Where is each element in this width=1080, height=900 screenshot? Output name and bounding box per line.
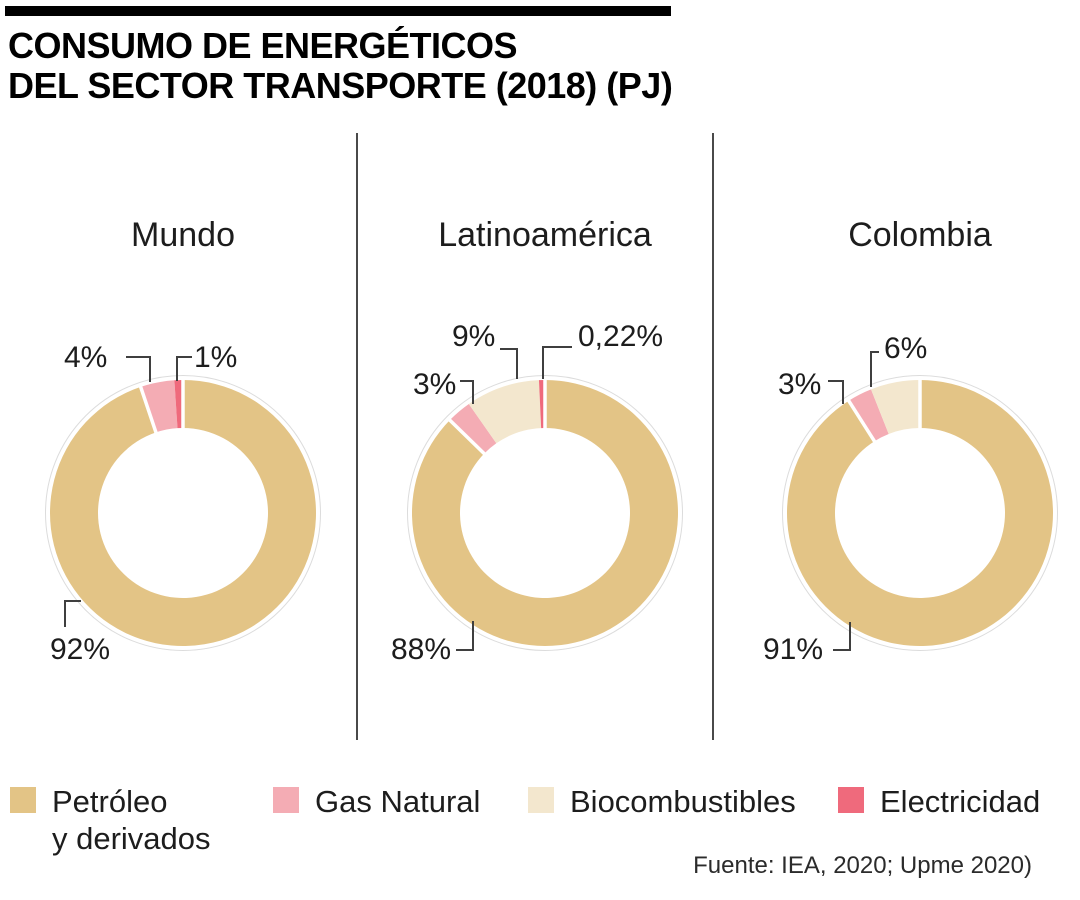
label-connector-colombia-6% xyxy=(870,351,879,387)
label-connector-latinoamérica-9% xyxy=(500,348,518,379)
page-title-line2: DEL SECTOR TRANSPORTE (2018) (PJ) xyxy=(8,65,673,106)
donut-slice-mundo-petr-leo-y-derivados xyxy=(49,380,316,646)
slice-separator xyxy=(846,398,878,444)
label-connector-latinoamérica-3% xyxy=(460,380,474,404)
column-divider-2 xyxy=(712,133,714,740)
chart-title-colombia: Colombia xyxy=(848,216,992,254)
label-connector-latinoamérica-0,22% xyxy=(542,346,572,379)
slice-percent-label-mundo-electricidad: 1% xyxy=(194,341,238,374)
chart-title-mundo: Mundo xyxy=(131,216,235,254)
donut-slice-latinoamérica-gas-natural xyxy=(449,403,497,454)
donut-slice-latinoamérica-petr-leo-y-derivados xyxy=(411,380,678,646)
legend-item-electricidad: Electricidad xyxy=(838,783,1040,820)
donut-slice-colombia-gas-natural xyxy=(848,389,889,442)
legend-label-electricidad: Electricidad xyxy=(880,784,1041,819)
legend-label-petroleo: Petróleo y derivados xyxy=(52,783,211,857)
legend-swatch-biocombustibles xyxy=(528,787,554,813)
slice-percent-label-mundo-petr-leo-y-derivados: 92% xyxy=(50,633,111,666)
top-accent-bar xyxy=(5,6,671,16)
slice-percent-label-colombia-gas-natural: 3% xyxy=(778,368,822,401)
donut-slice-colombia-biocombustibles xyxy=(871,380,920,434)
legend-label-petroleo-line1: Petróleo xyxy=(52,784,168,819)
slice-percent-label-colombia-biocombustibles: 6% xyxy=(884,332,928,365)
donut-outline-Colombia xyxy=(782,375,1058,651)
legend-label-gas-natural: Gas Natural xyxy=(315,784,481,819)
slice-percent-label-latinoamérica-electricidad: 0,22% xyxy=(578,320,664,353)
label-connector-mundo-4% xyxy=(126,356,151,382)
slice-percent-label-latinoamérica-petr-leo-y-derivados: 88% xyxy=(391,633,452,666)
chart-title-latinoamérica: Latinoamérica xyxy=(438,216,652,254)
slice-percent-label-latinoamérica-biocombustibles: 9% xyxy=(452,320,496,353)
label-connector-latinoamérica-88% xyxy=(456,621,474,651)
legend-label-biocombustibles: Biocombustibles xyxy=(570,784,796,819)
slice-percent-label-colombia-petr-leo-y-derivados: 91% xyxy=(763,633,824,666)
page-title-line1: CONSUMO DE ENERGÉTICOS xyxy=(8,25,518,66)
label-connector-mundo-1% xyxy=(176,356,192,381)
slice-percent-label-latinoamérica-gas-natural: 3% xyxy=(413,368,457,401)
legend-swatch-gas-natural xyxy=(273,787,299,813)
donut-slice-colombia-petr-leo-y-derivados xyxy=(787,380,1054,647)
donut-slice-latinoamérica-biocombustibles xyxy=(468,380,542,444)
label-connector-colombia-91% xyxy=(833,622,851,651)
page-title: CONSUMO DE ENERGÉTICOS DEL SECTOR TRANSP… xyxy=(8,25,673,106)
label-connector-mundo-92% xyxy=(64,600,81,627)
donut-outline-Latinoamérica xyxy=(407,375,683,651)
slice-separator xyxy=(138,384,159,435)
legend-item-biocombustibles: Biocombustibles xyxy=(528,783,796,820)
slice-separator xyxy=(447,417,487,457)
slice-percent-label-mundo-gas-natural: 4% xyxy=(64,341,108,374)
legend-swatch-petroleo xyxy=(10,787,36,813)
legend-item-gas-natural: Gas Natural xyxy=(273,783,480,820)
label-connector-colombia-3% xyxy=(828,380,844,404)
column-divider-1 xyxy=(356,133,358,740)
source-attribution: Fuente: IEA, 2020; Upme 2020) xyxy=(693,852,1032,879)
donut-outline-Mundo xyxy=(45,375,321,651)
legend-item-petroleo: Petróleo y derivados xyxy=(10,783,211,857)
legend-label-petroleo-line2: y derivados xyxy=(52,821,211,856)
donut-slice-mundo-electricidad xyxy=(174,380,183,429)
donut-slice-mundo-gas-natural xyxy=(140,380,178,433)
legend-swatch-electricidad xyxy=(838,787,864,813)
